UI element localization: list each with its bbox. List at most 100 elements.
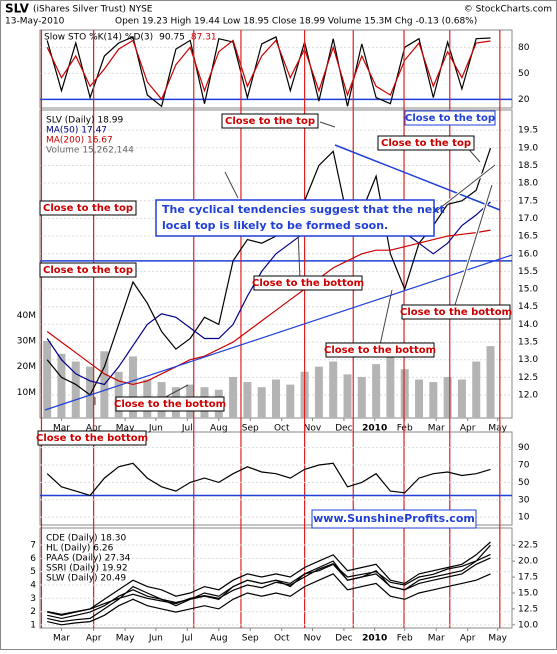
- y-tick-label: 19.0: [518, 143, 538, 153]
- y-tick-label: 19.5: [518, 126, 538, 136]
- security-name: (iShares Silver Trust) NYSE: [33, 5, 153, 15]
- y-tick-label: 90: [518, 443, 530, 453]
- x-tick-label: Apr: [460, 424, 476, 434]
- volume-bar: [314, 366, 323, 418]
- source: © StockCharts.com: [464, 5, 552, 15]
- y2-tick-label: 12.5: [518, 604, 538, 614]
- y2-tick-label: 22.5: [518, 541, 538, 551]
- x-tick-label: May: [116, 424, 135, 434]
- legend-entry: SSRI (Daily) 19.92: [46, 564, 128, 574]
- y-tick-label: 80: [518, 43, 530, 53]
- y-tick-label: 3: [30, 594, 36, 604]
- volume-tick-label: 40M: [17, 311, 36, 321]
- volume-bar: [486, 346, 495, 418]
- volume-bar: [71, 361, 80, 418]
- x-tick-label: Jul: [181, 424, 193, 434]
- series-line: [46, 39, 491, 101]
- volume-bar: [128, 356, 137, 418]
- volume-bar: [372, 364, 381, 418]
- x-tick-label: Oct: [274, 634, 290, 644]
- note-line: local top is likely to be formed soon.: [162, 219, 388, 232]
- series-line: [46, 462, 491, 497]
- x-tick-label: Dec: [335, 634, 352, 644]
- volume-bar: [114, 371, 123, 418]
- y-tick-label: 15.0: [518, 285, 538, 295]
- x-tick-label: Mar: [53, 424, 70, 434]
- y2-tick-label: 10.0: [518, 620, 538, 630]
- legend-entry: 90.75: [159, 33, 185, 43]
- volume-bar: [257, 387, 266, 418]
- y-tick-label: 30: [518, 495, 530, 505]
- y-tick-label: 17.5: [518, 196, 538, 206]
- legend-entry: SLV (Daily) 18.99: [46, 116, 123, 126]
- y-tick-label: 17.0: [518, 214, 538, 224]
- x-tick-label: Nov: [304, 634, 322, 644]
- x-tick-label: Sep: [242, 634, 259, 644]
- series-line: [47, 541, 491, 616]
- volume-tick-label: 10M: [17, 388, 36, 398]
- volume-bar: [386, 356, 395, 418]
- x-tick-label: Oct: [274, 424, 290, 434]
- annotation: Close to the top: [43, 203, 133, 214]
- x-tick-label: Mar: [53, 634, 70, 644]
- x-tick-label: Jun: [148, 634, 163, 644]
- x-tick-label: Dec: [335, 424, 352, 434]
- x-tick-label: Sep: [242, 424, 259, 434]
- annotation: Close to the top: [381, 138, 471, 149]
- x-tick-label: Mar: [428, 634, 445, 644]
- y-tick-label: 6: [30, 554, 36, 564]
- series-line: [47, 557, 491, 620]
- x-tick-label: Feb: [397, 424, 413, 434]
- series-line: [47, 553, 491, 615]
- x-tick-label: Apr: [86, 634, 102, 644]
- x-tick-label: Mar: [428, 424, 445, 434]
- y-tick-label: 13.0: [518, 355, 538, 365]
- legend-entry: CDE (Daily) 18.30: [46, 534, 126, 544]
- date: 13-May-2010: [5, 17, 65, 27]
- legend-entry: PAAS (Daily) 27.34: [46, 554, 131, 564]
- annotation: Close to the top: [43, 265, 133, 276]
- y-tick-label: 14.5: [518, 302, 538, 312]
- volume-bar: [43, 341, 52, 418]
- annotation: Close to the bottom: [400, 307, 512, 318]
- note-line: The cyclical tendencies suggest that the…: [162, 203, 445, 216]
- annotation: Close to the top: [405, 113, 495, 124]
- y-tick-label: 50: [518, 478, 530, 488]
- y2-tick-label: 20.0: [518, 557, 538, 567]
- series-line: [46, 147, 492, 396]
- volume-bar: [343, 374, 352, 418]
- y-tick-label: 7: [30, 541, 36, 551]
- volume-bar: [415, 379, 424, 418]
- y-tick-label: 15.5: [518, 267, 538, 277]
- volume-bar: [272, 379, 280, 418]
- volume-tick-label: 30M: [17, 337, 36, 347]
- legend-entry: HL (Daily) 6.26: [46, 544, 114, 554]
- quote: Open 19.23 High 19.44 Low 18.95 Close 18…: [115, 17, 477, 27]
- volume-bar: [400, 369, 409, 418]
- y-tick-label: 14.0: [518, 320, 538, 330]
- y-tick-label: 16.5: [518, 232, 538, 242]
- volume-bar: [286, 384, 295, 418]
- legend-entry: MA(200) 16.67: [46, 136, 113, 146]
- x-tick-label: Feb: [397, 634, 413, 644]
- volume-bar: [243, 382, 252, 418]
- volume-bar: [229, 376, 238, 418]
- symbol: SLV: [5, 2, 30, 16]
- x-tick-label: 2010: [362, 634, 387, 644]
- volume-bar: [329, 361, 338, 418]
- y-tick-label: 12.0: [518, 391, 538, 401]
- series-line: [46, 229, 491, 386]
- x-tick-label: Apr: [460, 634, 476, 644]
- legend-entry: MA(50) 17.47: [46, 126, 107, 136]
- annotation: Close to the bottom: [324, 345, 436, 356]
- legend-entry: Volume 15,262,144: [46, 146, 134, 156]
- volume-bar: [57, 353, 66, 418]
- y-tick-label: 4: [30, 580, 36, 590]
- x-tick-label: Nov: [304, 424, 322, 434]
- y2-tick-label: 17.5: [518, 573, 538, 583]
- legend-entry: SLW (Daily) 20.49: [46, 574, 126, 584]
- volume-bar: [472, 361, 481, 418]
- x-tick-label: May: [488, 634, 507, 644]
- series-line: [46, 200, 491, 386]
